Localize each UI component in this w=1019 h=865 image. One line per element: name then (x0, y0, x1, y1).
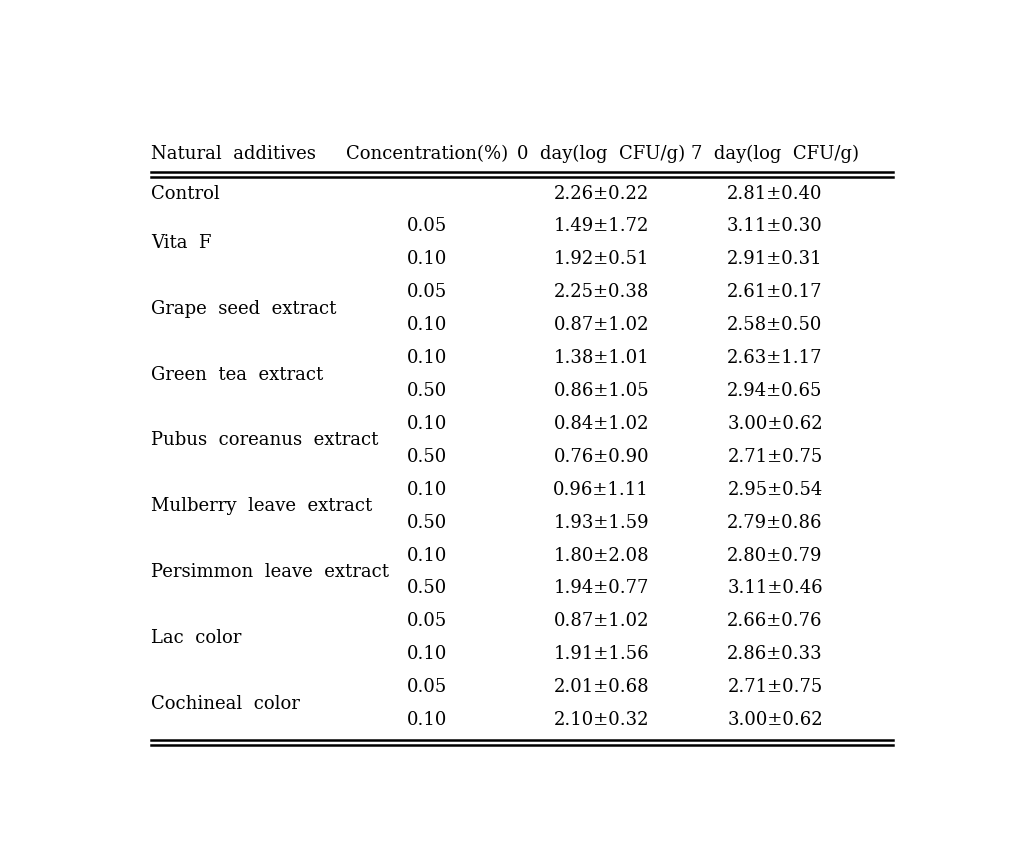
Text: 0.10: 0.10 (408, 250, 447, 268)
Text: Green  tea  extract: Green tea extract (151, 366, 323, 383)
Text: 2.10±0.32: 2.10±0.32 (553, 711, 649, 729)
Text: 1.94±0.77: 1.94±0.77 (553, 580, 649, 598)
Text: 2.25±0.38: 2.25±0.38 (553, 283, 649, 301)
Text: Vita  F: Vita F (151, 234, 212, 252)
Text: 0.10: 0.10 (408, 349, 447, 367)
Text: 2.01±0.68: 2.01±0.68 (553, 678, 649, 696)
Text: 2.71±0.75: 2.71±0.75 (728, 448, 822, 466)
Text: 0.87±1.02: 0.87±1.02 (553, 317, 649, 334)
Text: 0.10: 0.10 (408, 481, 447, 499)
Text: 0.50: 0.50 (408, 448, 447, 466)
Text: 2.61±0.17: 2.61±0.17 (728, 283, 822, 301)
Text: 2.80±0.79: 2.80±0.79 (728, 547, 822, 565)
Text: 0.76±0.90: 0.76±0.90 (553, 448, 649, 466)
Text: 0.87±1.02: 0.87±1.02 (553, 612, 649, 631)
Text: Pubus  coreanus  extract: Pubus coreanus extract (151, 432, 378, 449)
Text: 2.58±0.50: 2.58±0.50 (728, 317, 822, 334)
Text: 0.05: 0.05 (408, 612, 447, 631)
Text: 0.86±1.05: 0.86±1.05 (553, 382, 649, 400)
Text: 1.49±1.72: 1.49±1.72 (553, 217, 649, 235)
Text: Grape  seed  extract: Grape seed extract (151, 299, 336, 317)
Text: 0.84±1.02: 0.84±1.02 (553, 415, 649, 432)
Text: 2.71±0.75: 2.71±0.75 (728, 678, 822, 696)
Text: Mulberry  leave  extract: Mulberry leave extract (151, 497, 372, 516)
Text: 0.05: 0.05 (408, 217, 447, 235)
Text: Natural  additives: Natural additives (151, 144, 316, 163)
Text: 1.93±1.59: 1.93±1.59 (553, 514, 649, 532)
Text: 2.81±0.40: 2.81±0.40 (728, 184, 822, 202)
Text: 0.10: 0.10 (408, 317, 447, 334)
Text: Lac  color: Lac color (151, 629, 242, 647)
Text: 2.79±0.86: 2.79±0.86 (728, 514, 822, 532)
Text: Persimmon  leave  extract: Persimmon leave extract (151, 563, 389, 581)
Text: 2.95±0.54: 2.95±0.54 (728, 481, 822, 499)
Text: 2.94±0.65: 2.94±0.65 (728, 382, 822, 400)
Text: 2.86±0.33: 2.86±0.33 (728, 645, 822, 663)
Text: 0.96±1.11: 0.96±1.11 (553, 481, 649, 499)
Text: 1.91±1.56: 1.91±1.56 (553, 645, 649, 663)
Text: 0.10: 0.10 (408, 415, 447, 432)
Text: 2.63±1.17: 2.63±1.17 (728, 349, 822, 367)
Text: 1.80±2.08: 1.80±2.08 (553, 547, 649, 565)
Text: 0.05: 0.05 (408, 283, 447, 301)
Text: Cochineal  color: Cochineal color (151, 695, 300, 713)
Text: 3.00±0.62: 3.00±0.62 (728, 711, 822, 729)
Text: 0  day(log  CFU/g): 0 day(log CFU/g) (518, 144, 685, 163)
Text: 1.92±0.51: 1.92±0.51 (553, 250, 649, 268)
Text: 0.05: 0.05 (408, 678, 447, 696)
Text: 0.10: 0.10 (408, 711, 447, 729)
Text: 3.11±0.46: 3.11±0.46 (728, 580, 822, 598)
Text: 1.38±1.01: 1.38±1.01 (553, 349, 649, 367)
Text: 0.10: 0.10 (408, 547, 447, 565)
Text: 0.10: 0.10 (408, 645, 447, 663)
Text: 0.50: 0.50 (408, 382, 447, 400)
Text: 0.50: 0.50 (408, 514, 447, 532)
Text: 2.26±0.22: 2.26±0.22 (553, 184, 649, 202)
Text: 3.00±0.62: 3.00±0.62 (728, 415, 822, 432)
Text: 2.91±0.31: 2.91±0.31 (728, 250, 822, 268)
Text: 7  day(log  CFU/g): 7 day(log CFU/g) (691, 144, 859, 163)
Text: Concentration(%): Concentration(%) (346, 144, 508, 163)
Text: 0.50: 0.50 (408, 580, 447, 598)
Text: 2.66±0.76: 2.66±0.76 (728, 612, 822, 631)
Text: 3.11±0.30: 3.11±0.30 (728, 217, 822, 235)
Text: Control: Control (151, 184, 220, 202)
